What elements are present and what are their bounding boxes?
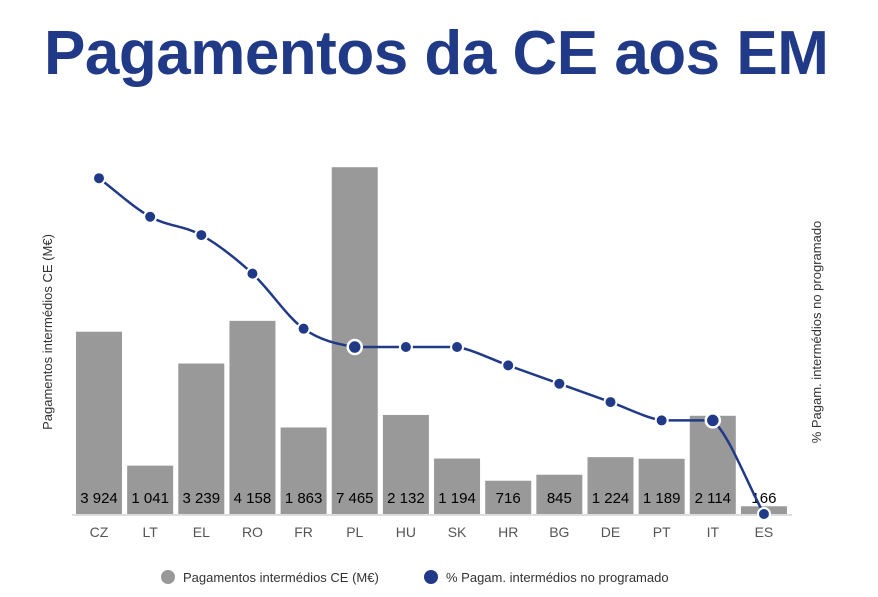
line-point-PL: [346, 338, 363, 356]
line-point-HR: [501, 358, 516, 373]
x-tick-HR: HR: [498, 524, 518, 540]
line-point-CZ: [92, 171, 106, 186]
line-point-DE: [603, 395, 618, 410]
chart-title: Pagamentos da CE aos EM: [44, 19, 829, 88]
y-axis-title: Pagamentos intermédios CE (M€): [40, 234, 55, 430]
legend-bar-label: Pagamentos intermédios CE (M€): [183, 570, 379, 585]
line-point-HU: [398, 340, 413, 355]
line-point-FR: [296, 321, 311, 336]
line-point-RO: [245, 266, 260, 281]
bar-label-CZ: 3 924: [80, 490, 118, 507]
x-tick-PL: PL: [346, 524, 363, 540]
legend-line-label: % Pagam. intermédios no programado: [446, 570, 669, 585]
bar-label-HR: 716: [496, 490, 521, 507]
bar-label-SK: 1 194: [438, 490, 476, 507]
bar-label-DE: 1 224: [592, 490, 630, 507]
bar-LT: [127, 465, 174, 514]
bar-label-BG: 845: [547, 490, 572, 507]
x-tick-PT: PT: [653, 524, 671, 540]
line-point-SK: [450, 340, 465, 355]
x-tick-RO: RO: [242, 524, 263, 540]
bar-label-LT: 1 041: [131, 490, 169, 507]
x-tick-BG: BG: [549, 524, 569, 540]
y2-axis-title: % Pagam. intermédios no programado: [809, 221, 824, 444]
line-point-ES: [756, 507, 771, 521]
x-tick-ES: ES: [755, 524, 774, 540]
x-tick-LT: LT: [142, 524, 158, 540]
line-point-EL: [194, 228, 209, 243]
line-point-IT: [704, 412, 722, 429]
bar-label-RO: 4 158: [234, 490, 272, 507]
x-tick-IT: IT: [707, 524, 720, 540]
x-tick-EL: EL: [193, 524, 210, 540]
bar-label-EL: 3 239: [183, 490, 221, 507]
bar-HR: [485, 480, 532, 514]
bar-BG: [536, 474, 583, 514]
x-tick-SK: SK: [448, 524, 467, 540]
bar-EL: [178, 363, 225, 514]
bar-label-FR: 1 863: [285, 490, 323, 507]
bar-label-PL: 7 465: [336, 490, 374, 507]
bar-label-PT: 1 189: [643, 490, 681, 507]
line-point-LT: [143, 209, 158, 224]
legend-line-icon: [424, 570, 438, 584]
bar-label-HU: 2 132: [387, 490, 425, 507]
bar-HU: [382, 414, 429, 514]
bar-RO: [229, 320, 276, 514]
bar-SK: [434, 458, 481, 514]
x-tick-FR: FR: [294, 524, 313, 540]
bar-CZ: [76, 331, 122, 514]
line-point-BG: [552, 376, 567, 391]
x-tick-CZ: CZ: [90, 524, 109, 540]
bar-PT: [638, 458, 685, 514]
line-point-PT: [654, 413, 669, 428]
x-tick-HU: HU: [396, 524, 416, 540]
legend-bar-icon: [161, 570, 175, 584]
bar-IT: [689, 415, 736, 514]
bar-DE: [587, 457, 634, 514]
bar-FR: [280, 427, 327, 514]
bar-label-IT: 2 114: [695, 490, 731, 507]
x-tick-DE: DE: [601, 524, 620, 540]
